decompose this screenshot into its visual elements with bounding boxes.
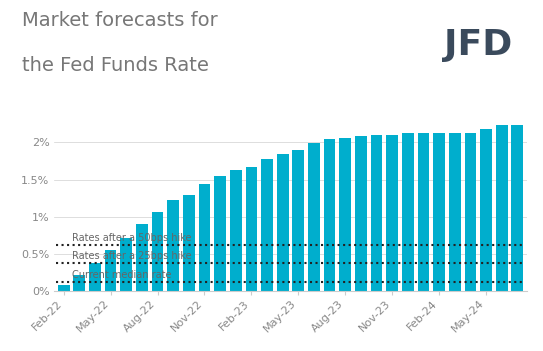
Bar <box>58 285 70 291</box>
Bar <box>324 139 336 291</box>
Bar <box>355 135 367 291</box>
Bar <box>339 138 351 291</box>
Bar <box>121 238 132 291</box>
Bar <box>371 135 382 291</box>
Bar <box>214 176 226 291</box>
Text: JFD: JFD <box>444 28 512 62</box>
Bar <box>89 263 101 291</box>
Bar <box>496 125 508 291</box>
Text: Rates after a 25bps hike: Rates after a 25bps hike <box>72 251 191 261</box>
Bar <box>386 135 398 291</box>
Text: Market forecasts for: Market forecasts for <box>22 11 217 29</box>
Bar <box>277 154 288 291</box>
Bar <box>480 129 492 291</box>
Bar <box>105 250 117 291</box>
Bar <box>183 195 195 291</box>
Bar <box>151 212 163 291</box>
Bar <box>167 200 179 291</box>
Bar <box>402 133 414 291</box>
Bar <box>261 159 273 291</box>
Bar <box>293 150 304 291</box>
Bar <box>199 184 210 291</box>
Text: Rates after a 50bps hike: Rates after a 50bps hike <box>72 232 191 243</box>
Bar <box>136 224 148 291</box>
Text: the Fed Funds Rate: the Fed Funds Rate <box>22 56 209 75</box>
Text: Current median rate: Current median rate <box>72 270 171 280</box>
Bar <box>464 133 476 291</box>
Bar <box>433 133 445 291</box>
Bar <box>245 167 257 291</box>
Bar <box>230 170 242 291</box>
Bar <box>73 275 85 291</box>
Bar <box>418 133 430 291</box>
Bar <box>308 143 320 291</box>
Bar <box>512 125 523 291</box>
Bar <box>449 133 460 291</box>
